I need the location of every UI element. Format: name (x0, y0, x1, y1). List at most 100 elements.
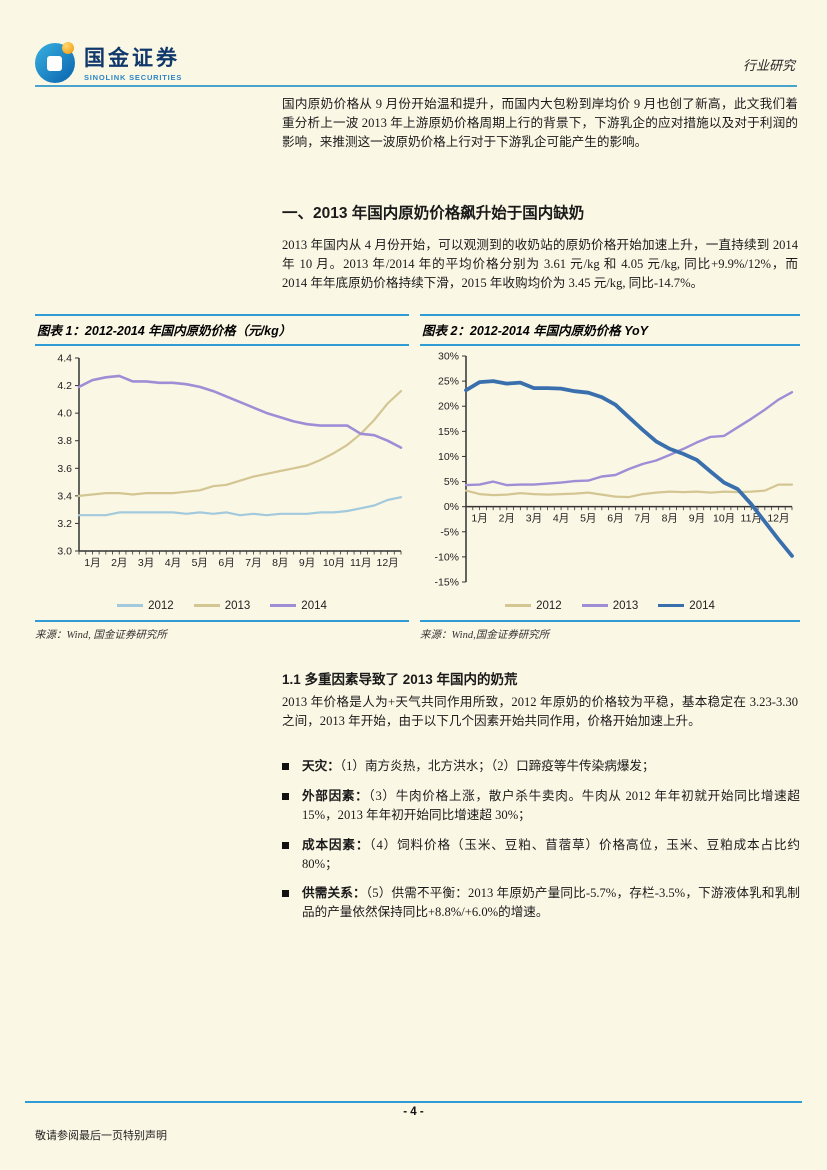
figure-1-source: 来源：Wind, 国金证券研究所 (35, 620, 409, 642)
svg-text:4.0: 4.0 (57, 408, 72, 420)
svg-text:3月: 3月 (138, 557, 154, 569)
section-1-1-heading: 1.1 多重因素导致了 2013 年国内的奶荒 (282, 672, 518, 687)
svg-text:4.2: 4.2 (57, 380, 72, 392)
bullet-term: 外部因素： (302, 788, 369, 803)
square-bullet-icon (282, 792, 289, 800)
header-divider (35, 85, 797, 87)
square-bullet-icon (282, 763, 289, 770)
list-item: 供需关系：（5）供需不平衡：2013 年原奶产量同比-5.7%，存栏-3.5%，… (282, 884, 800, 922)
figure-2-title: 图表 2：2012-2014 年国内原奶价格 YoY (420, 314, 800, 346)
figure-2: 图表 2：2012-2014 年国内原奶价格 YoY 30% 25% 20% 15% 1… (420, 314, 800, 642)
svg-text:10月: 10月 (713, 513, 735, 525)
bullet-body: （5）供需不平衡：2013 年原奶产量同比-5.7%，存栏-3.5%，下游液体乳… (302, 886, 801, 920)
intro-paragraph: 国内原奶价格从 9 月份开始温和提升，而国内大包粉到岸均价 9 月也创了新高，此… (282, 97, 798, 150)
section-1-heading: 一、2013 年国内原奶价格飙升始于国内缺奶 (282, 205, 585, 222)
legend-label: 2013 (224, 599, 251, 612)
svg-text:3.0: 3.0 (57, 546, 72, 558)
svg-text:1月: 1月 (84, 557, 100, 569)
svg-text:25%: 25% (438, 376, 459, 388)
report-type-label: 行业研究 (742, 58, 795, 73)
svg-text:8月: 8月 (272, 557, 288, 569)
svg-text:10%: 10% (438, 451, 459, 463)
legend-swatch (505, 604, 532, 607)
milk-price-line-chart: 4.4 4.2 4.0 3.8 3.6 3.4 3.2 3.0 1月 2月 3月 4月 5月 6月 7月 8月… (57, 353, 403, 569)
bullet-body: （4）饲料价格（玉米、豆粕、苜蓿草）价格高位，玉米、豆粕成本占比约 80%； (302, 837, 801, 871)
figure-1: 图表 1：2012-2014 年国内原奶价格（元/kg） 4.4 4.2 4.0 3.… (35, 314, 409, 642)
page-number: - 4 - (403, 1106, 424, 1118)
svg-text:6月: 6月 (218, 557, 234, 569)
legend-item-2013: 2013 (193, 599, 251, 612)
svg-text:6月: 6月 (607, 513, 623, 525)
bullet-text: 外部因素：（3）牛肉价格上涨，散户杀牛卖肉。牛肉从 2012 年年初就开始同比增… (302, 787, 800, 825)
figure-2-source: 来源：Wind,国金证券研究所 (420, 620, 800, 642)
legend-swatch (117, 604, 144, 607)
legend-item-2012: 2012 (505, 600, 562, 612)
svg-text:-10%: -10% (434, 551, 459, 563)
square-bullet-icon (282, 890, 289, 898)
legend-swatch (270, 604, 297, 607)
svg-text:4月: 4月 (165, 557, 181, 569)
svg-text:1月: 1月 (471, 513, 487, 525)
list-item: 成本因素：（4）饲料价格（玉米、豆粕、苜蓿草）价格高位，玉米、豆粕成本占比约 8… (282, 836, 800, 874)
legend-item-2012: 2012 (117, 600, 174, 612)
svg-text:20%: 20% (438, 401, 459, 413)
brand-logo: 国金证券 SINOLINK SECURITIES (35, 42, 182, 83)
svg-text:3.4: 3.4 (57, 490, 72, 502)
factor-bullet-list: 天灾：（1）南方炎热，北方洪水；（2）口蹄疫等牛传染病爆发； 外部因素：（3）牛… (282, 757, 800, 933)
svg-text:11月: 11月 (350, 557, 371, 569)
svg-text:8月: 8月 (662, 513, 678, 525)
logo-name-cn: 国金证券 (84, 47, 180, 70)
svg-text:9月: 9月 (689, 513, 705, 525)
footer-disclaimer: 敬请参阅最后一页特别声明 (35, 1130, 167, 1142)
legend-label: 2012 (536, 599, 562, 612)
bullet-text: 供需关系：（5）供需不平衡：2013 年原奶产量同比-5.7%，存栏-3.5%，… (302, 884, 800, 922)
legend-item-2014: 2014 (658, 600, 715, 612)
bullet-text: 天灾：（1）南方炎热，北方洪水；（2）口蹄疫等牛传染病爆发； (302, 757, 655, 776)
list-item: 外部因素：（3）牛肉价格上涨，散户杀牛卖肉。牛肉从 2012 年年初就开始同比增… (282, 787, 800, 825)
footer-divider (25, 1101, 802, 1103)
legend-swatch (193, 604, 220, 607)
figure-1-legend: 2012 2013 2014 (35, 598, 409, 613)
legend-item-2013: 2013 (581, 599, 639, 612)
legend-label: 2013 (612, 599, 639, 612)
legend-swatch (658, 603, 685, 608)
svg-text:0%: 0% (444, 501, 459, 513)
svg-text:5%: 5% (444, 476, 459, 488)
svg-text:11月: 11月 (741, 513, 762, 525)
section-1-paragraph: 2013 年国内从 4 月份开始，可以观测到的收奶站的原奶价格开始加速上升，一直… (282, 238, 798, 291)
sinolink-logo-icon (35, 42, 75, 83)
svg-text:5月: 5月 (192, 557, 208, 569)
svg-text:3.2: 3.2 (57, 518, 72, 530)
bullet-body: （1）南方炎热，北方洪水；（2）口蹄疫等牛传染病爆发； (339, 759, 655, 773)
square-bullet-icon (282, 841, 289, 849)
section-1-1-paragraph: 2013 年价格是人为+天气共同作用所致，2012 年原奶的价格较为平稳，基本稳… (282, 695, 798, 729)
svg-text:4月: 4月 (553, 513, 569, 525)
svg-text:30%: 30% (438, 351, 459, 363)
bullet-body: （3）牛肉价格上涨，散户杀牛卖肉。牛肉从 2012 年年初就开始同比增速超15%… (302, 788, 801, 822)
svg-text:3.8: 3.8 (57, 435, 72, 447)
legend-label: 2012 (148, 599, 174, 612)
bullet-term: 供需关系： (302, 886, 366, 901)
svg-text:2月: 2月 (499, 513, 515, 525)
legend-label: 2014 (689, 599, 715, 612)
list-item: 天灾：（1）南方炎热，北方洪水；（2）口蹄疫等牛传染病爆发； (282, 757, 800, 776)
milk-price-yoy-line-chart: 30% 25% 20% 15% 10% 5% 0% -5% -10% -15% 1月 2月 3月 4月 5月… (434, 351, 794, 589)
figure-1-chart: 4.4 4.2 4.0 3.8 3.6 3.4 3.2 3.0 1月 2月 3月 4月 5月 6月 7月 8月… (35, 348, 409, 596)
logo-text: 国金证券 SINOLINK SECURITIES (84, 43, 182, 82)
bullet-text: 成本因素：（4）饲料价格（玉米、豆粕、苜蓿草）价格高位，玉米、豆粕成本占比约 8… (302, 836, 800, 874)
legend-item-2014: 2014 (270, 600, 327, 612)
svg-text:9月: 9月 (299, 557, 315, 569)
svg-text:10月: 10月 (323, 557, 345, 569)
bullet-term: 天灾： (302, 759, 340, 773)
svg-text:7月: 7月 (634, 513, 650, 525)
svg-text:4.4: 4.4 (57, 353, 72, 365)
svg-text:12月: 12月 (376, 557, 398, 569)
logo-name-en: SINOLINK SECURITIES (84, 73, 183, 83)
bullet-term: 成本因素： (302, 837, 370, 852)
svg-text:7月: 7月 (245, 557, 261, 569)
svg-text:-15%: -15% (434, 577, 459, 589)
svg-text:5月: 5月 (580, 513, 596, 525)
legend-swatch (581, 604, 608, 607)
svg-text:15%: 15% (438, 426, 459, 438)
